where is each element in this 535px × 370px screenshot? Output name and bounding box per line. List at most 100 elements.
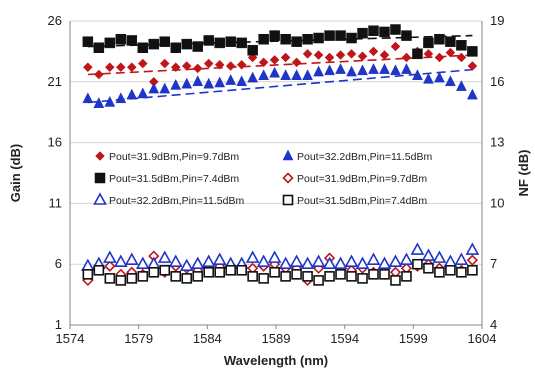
data-point xyxy=(412,48,423,60)
data-point xyxy=(401,30,412,41)
data-point xyxy=(390,64,401,76)
data-point xyxy=(280,33,291,45)
right-tick-label: 10 xyxy=(490,195,504,210)
data-point xyxy=(357,27,368,39)
data-point xyxy=(214,76,226,88)
data-point xyxy=(322,256,337,270)
data-point xyxy=(289,254,304,267)
data-point xyxy=(421,248,436,261)
right-tick-label: 16 xyxy=(490,74,504,89)
data-point xyxy=(192,41,203,52)
data-point xyxy=(170,62,181,73)
data-point xyxy=(311,254,326,267)
data-point xyxy=(368,269,379,280)
data-point xyxy=(377,256,392,270)
data-point xyxy=(401,271,412,282)
data-point xyxy=(467,264,478,276)
data-point xyxy=(313,50,324,60)
data-point xyxy=(269,66,281,78)
legend-label: Pout=31.5dBm,Pin=7.4dBm xyxy=(297,195,427,207)
data-point xyxy=(466,88,478,100)
data-point xyxy=(324,271,335,282)
data-point xyxy=(291,269,302,280)
data-point xyxy=(379,63,390,74)
data-point xyxy=(82,269,94,280)
data-point xyxy=(346,65,357,77)
data-point xyxy=(190,256,205,270)
data-point xyxy=(148,38,160,50)
data-point xyxy=(159,82,171,94)
data-point xyxy=(93,42,105,54)
data-point xyxy=(181,61,192,71)
data-point xyxy=(366,252,381,265)
data-point xyxy=(267,250,282,263)
data-point xyxy=(247,44,258,56)
x-tick-label: 1584 xyxy=(193,331,222,346)
data-point xyxy=(335,269,346,280)
data-point xyxy=(412,258,423,270)
left-tick-label: 21 xyxy=(48,74,62,89)
data-point xyxy=(445,36,456,47)
legend-marker xyxy=(94,172,106,184)
data-point xyxy=(324,30,335,41)
data-point xyxy=(390,24,401,35)
data-point xyxy=(302,271,313,282)
data-point xyxy=(434,33,445,45)
data-point xyxy=(225,61,236,71)
data-point xyxy=(357,273,368,284)
data-point xyxy=(467,46,478,57)
data-point xyxy=(291,57,302,68)
legend-marker xyxy=(95,151,105,161)
data-point xyxy=(456,40,467,51)
data-point xyxy=(126,35,138,46)
right-tick-label: 4 xyxy=(490,317,497,332)
data-point xyxy=(346,271,357,282)
data-point xyxy=(82,36,94,47)
left-tick-label: 1 xyxy=(55,317,62,332)
data-point xyxy=(148,267,160,278)
data-point xyxy=(113,254,128,267)
data-point xyxy=(355,256,370,270)
data-point xyxy=(302,33,313,45)
data-point xyxy=(201,254,216,267)
data-point xyxy=(445,264,456,276)
data-point xyxy=(412,69,423,80)
data-point xyxy=(388,254,403,267)
data-point xyxy=(82,62,93,73)
legend-marker xyxy=(282,194,294,206)
data-markers xyxy=(81,24,480,287)
data-point xyxy=(445,75,456,87)
data-point xyxy=(179,258,194,272)
data-point xyxy=(346,48,357,59)
data-point xyxy=(203,58,214,69)
data-point xyxy=(344,254,359,267)
data-point xyxy=(335,30,346,41)
data-point xyxy=(313,32,324,44)
data-point xyxy=(124,252,139,265)
data-point xyxy=(115,92,127,104)
data-point xyxy=(456,52,467,63)
data-point xyxy=(236,75,248,87)
data-point xyxy=(192,75,204,87)
data-point xyxy=(247,71,259,83)
data-point xyxy=(432,250,447,263)
legend: Pout=31.9dBm,Pin=9.7dBm Pout=32.2dBm,Pin=… xyxy=(93,149,432,207)
right-tick-label: 7 xyxy=(490,256,497,271)
data-point xyxy=(335,50,346,60)
data-point xyxy=(466,254,479,266)
data-point xyxy=(313,275,324,286)
data-point xyxy=(214,267,225,278)
data-point xyxy=(247,271,258,282)
data-point xyxy=(368,25,379,36)
data-point xyxy=(291,69,303,80)
data-point xyxy=(333,256,348,270)
data-point xyxy=(357,64,368,76)
legend-label: Pout=31.9dBm,Pin=9.7dBm xyxy=(297,173,427,185)
data-point xyxy=(236,264,247,276)
data-point xyxy=(456,267,467,278)
data-point xyxy=(269,30,280,41)
data-point xyxy=(302,69,313,80)
x-tick-label: 1599 xyxy=(399,331,428,346)
tick-labels: 1574 1579 1584 1589 1594 1599 1604161116212647… xyxy=(48,13,505,346)
data-point xyxy=(82,92,94,104)
